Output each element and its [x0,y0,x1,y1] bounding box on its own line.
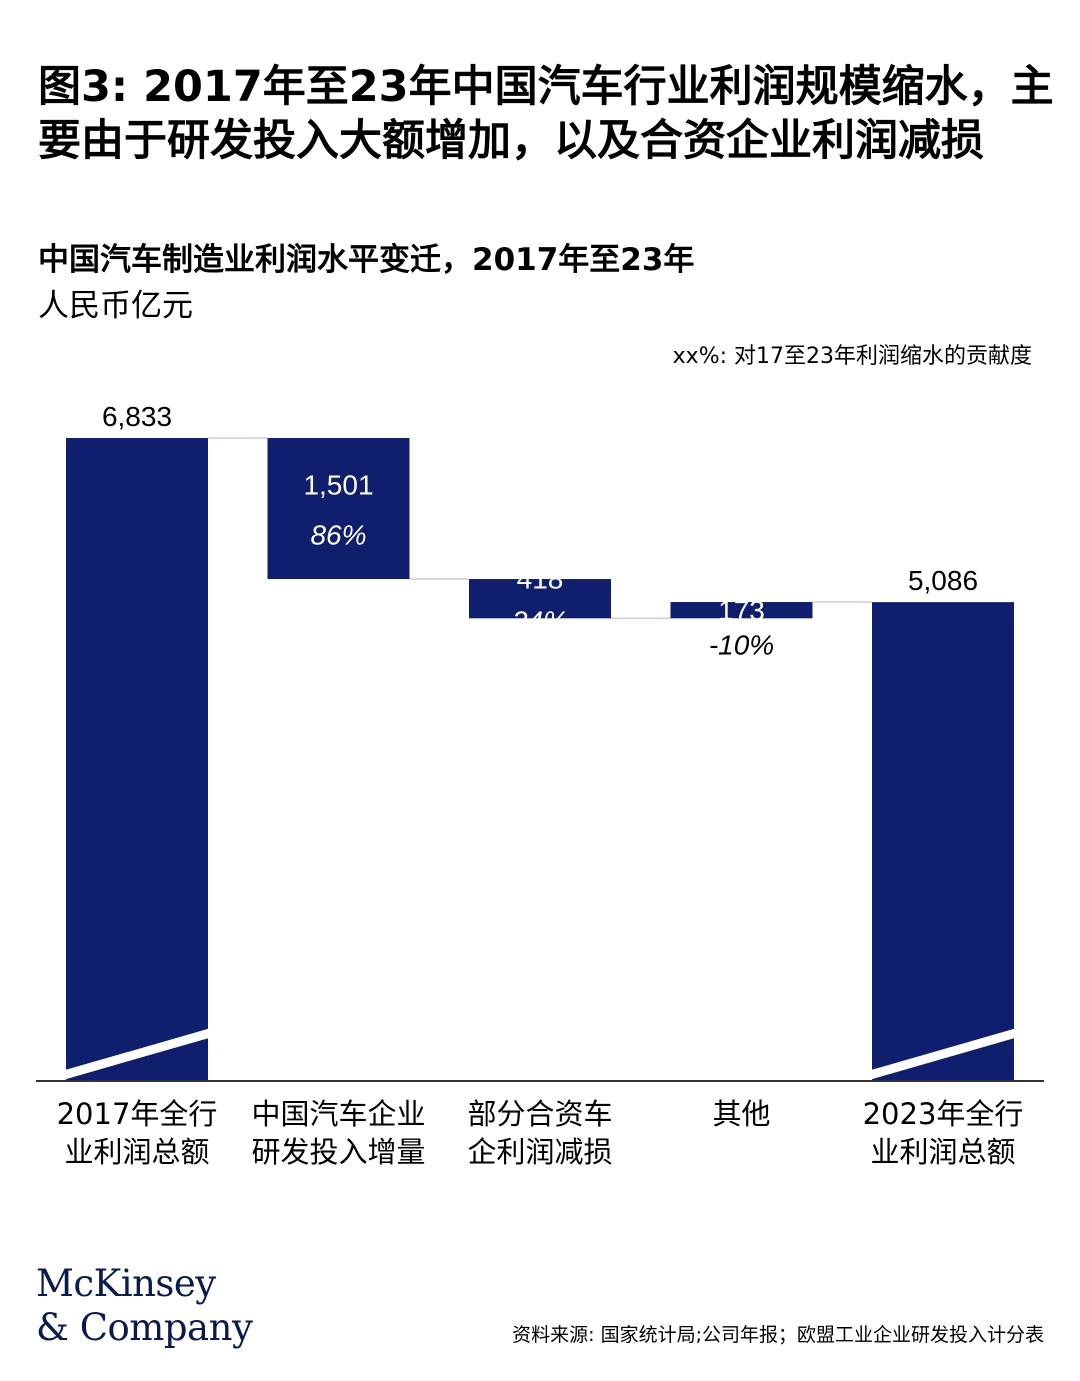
axis-break-mark [868,1028,1018,1080]
bar-pct-label: 86% [310,520,366,551]
logo-line2: & Company [36,1306,253,1349]
chart-subtitle: 中国汽车制造业利润水平变迁，2017年至23年 [38,242,695,278]
figure-title-line1: 图3: 2017年至23年中国汽车行业利润规模缩水，主 [38,62,1054,112]
logo-line1: McKinsey [36,1262,216,1305]
axis-break-mark [62,1028,212,1080]
bar-value-label: 1,501 [303,470,373,501]
bar-5 [872,602,1014,1080]
figure-title-line2: 要由于研发投入大额增加，以及合资企业利润减损 [38,116,984,166]
category-label: 部分合资车 [467,1097,612,1131]
category-label: 企利润减损 [467,1135,612,1169]
bar-value-label: 173 [718,595,765,626]
bar-value-label: 418 [517,564,564,595]
bar-2 [267,438,410,580]
chart-unit: 人民币亿元 [38,288,193,324]
bar-4 [670,602,813,619]
bar-pct-label: 24% [511,606,568,637]
category-label: 2023年全行 [863,1097,1024,1131]
source-note: 资料来源: 国家统计局;公司年报；欧盟工业企业研发投入计分表 [512,1324,1044,1346]
category-label: 研发投入增量 [251,1135,425,1169]
bar-1 [66,438,208,1080]
category-label: 业利润总额 [64,1135,209,1169]
bar-value-label: 5,086 [908,565,978,596]
legend-note: xx%: 对17至23年利润缩水的贡献度 [672,344,1032,369]
waterfall-chart: 6,8332017年全行业利润总额1,50186%中国汽车企业研发投入增量418… [36,401,1044,1169]
bar-value-label: 6,833 [102,401,172,432]
bar-3 [469,579,611,619]
category-label: 其他 [712,1097,770,1131]
figure-title: 图3: 2017年至23年中国汽车行业利润规模缩水，主 要由于研发投入大额增加，… [38,60,1054,168]
bar-pct-label: -10% [709,629,774,660]
category-label: 业利润总额 [870,1135,1015,1169]
category-label: 中国汽车企业 [251,1097,425,1131]
mckinsey-logo: McKinsey & Company [36,1262,253,1350]
category-label: 2017年全行 [57,1097,218,1131]
